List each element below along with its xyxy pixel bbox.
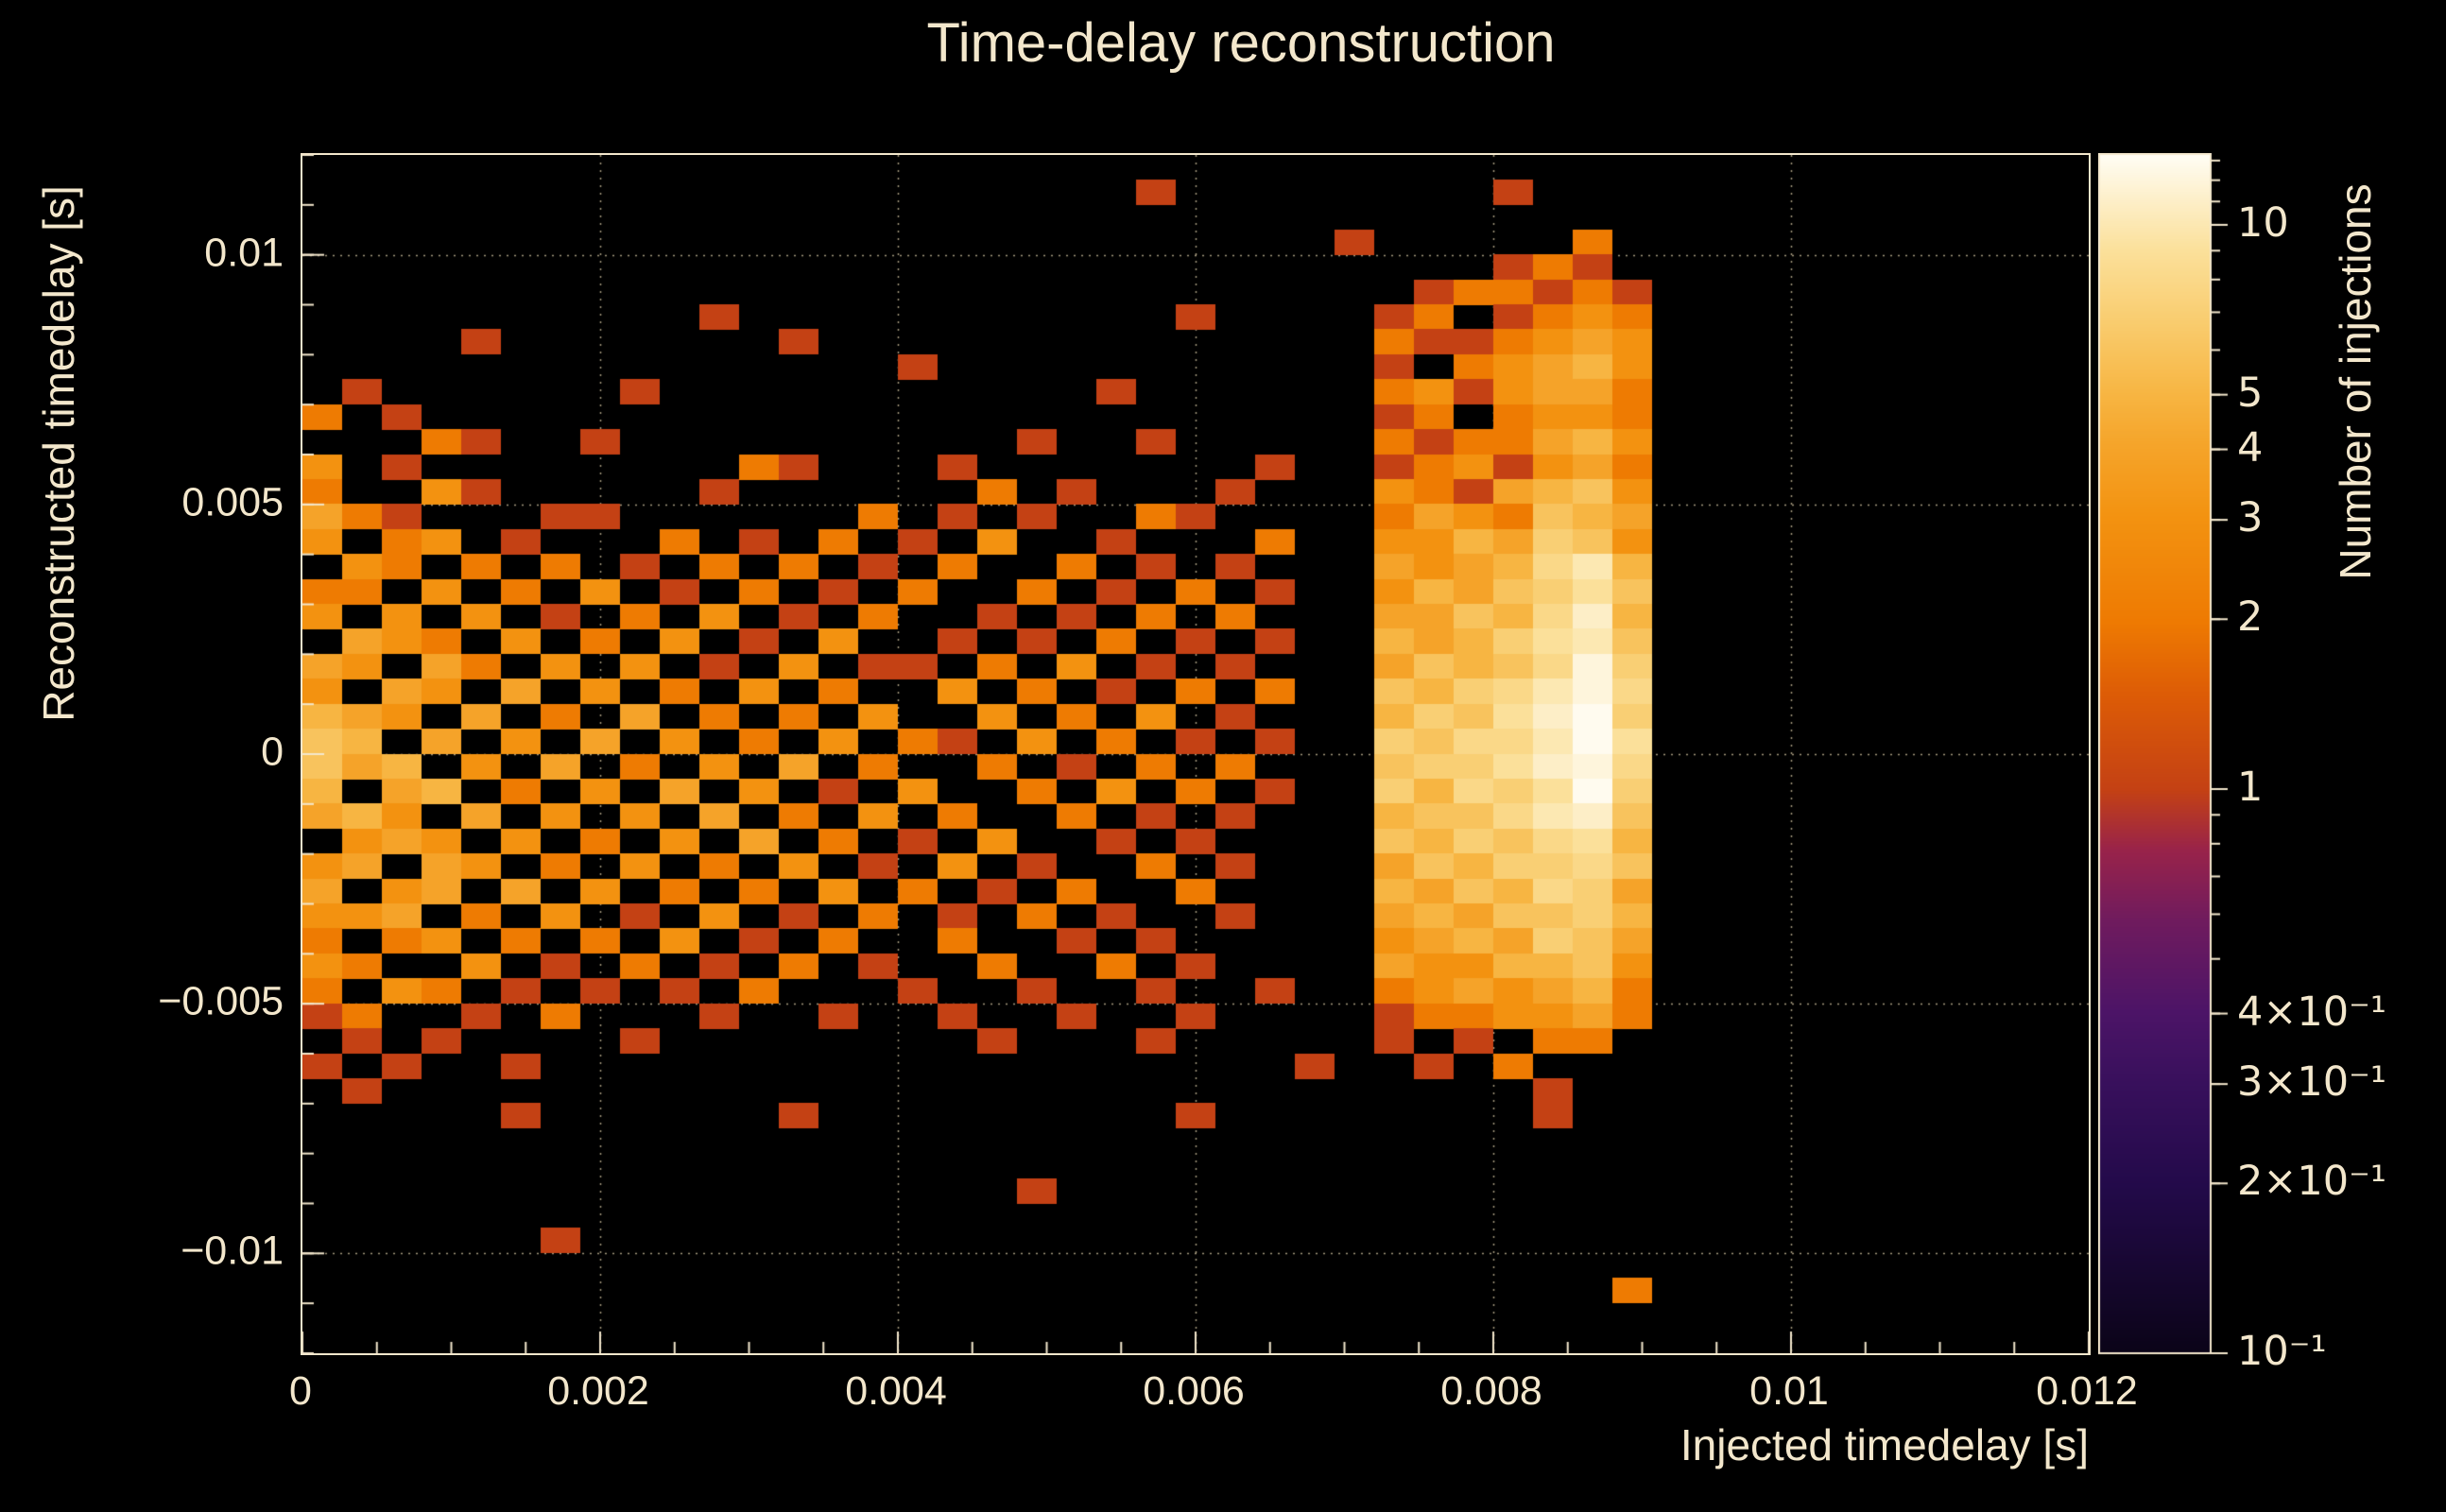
plot-frame	[301, 153, 2091, 1355]
y-tick-label: −0.01	[181, 1228, 284, 1274]
colorbar-tick-label: 4×10⁻¹	[2237, 988, 2387, 1036]
x-tick-label: 0.006	[1143, 1368, 1245, 1414]
colorbar-tick-label: 10	[2237, 198, 2289, 247]
y-tick-label: 0.01	[204, 230, 284, 276]
x-tick-label: 0.004	[845, 1368, 947, 1414]
colorbar-canvas	[2098, 153, 2242, 1355]
colorbar-tick-label: 1	[2237, 763, 2264, 811]
colorbar-tick-label: 3×10⁻¹	[2237, 1058, 2387, 1107]
x-tick-label: 0.008	[1440, 1368, 1542, 1414]
x-tick-label: 0	[289, 1368, 312, 1414]
colorbar	[2098, 153, 2242, 1355]
colorbar-tick-label: 10⁻¹	[2237, 1328, 2327, 1375]
heatmap-canvas	[302, 155, 2089, 1353]
z-axis-title: Number of injections	[2331, 183, 2380, 580]
colorbar-tick-label: 4	[2237, 423, 2264, 472]
x-tick-label: 0.012	[2036, 1368, 2138, 1414]
colorbar-tick-label: 2×10⁻¹	[2237, 1158, 2387, 1206]
x-tick-label: 0.002	[547, 1368, 649, 1414]
chart-title: Time-delay reconstruction	[926, 12, 1556, 74]
y-tick-label: 0.005	[181, 479, 284, 525]
x-tick-label: 0.01	[1749, 1368, 1829, 1414]
colorbar-tick-label: 3	[2237, 494, 2264, 542]
colorbar-tick-label: 2	[2237, 593, 2264, 642]
colorbar-tick-label: 5	[2237, 369, 2264, 417]
x-axis-title: Injected timedelay [s]	[1679, 1420, 2089, 1469]
y-tick-label: 0	[261, 729, 284, 775]
y-tick-label: −0.005	[158, 978, 284, 1024]
